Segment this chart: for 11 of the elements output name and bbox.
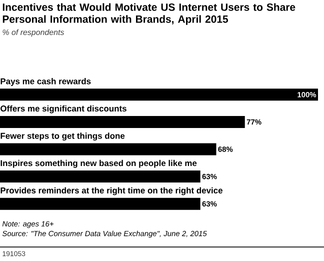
y-tick-label: Inspires something new based on people like me — [0, 160, 197, 168]
y-tick-label: Fewer steps to get things done — [0, 132, 125, 141]
bar — [0, 198, 200, 210]
bar — [0, 116, 245, 128]
bar — [0, 88, 318, 101]
bar — [0, 170, 200, 183]
y-tick-label: Provides reminders at the right time on the right device — [0, 187, 222, 196]
chart-title: Incentives that Would Motivate US Internet Users to Share Personal Information with Brands, April 2015 — [2, 3, 296, 25]
y-tick-label: Pays me cash rewards — [0, 78, 91, 86]
y-tick-label: Offers me significant discounts — [0, 105, 126, 114]
bar — [0, 143, 216, 156]
